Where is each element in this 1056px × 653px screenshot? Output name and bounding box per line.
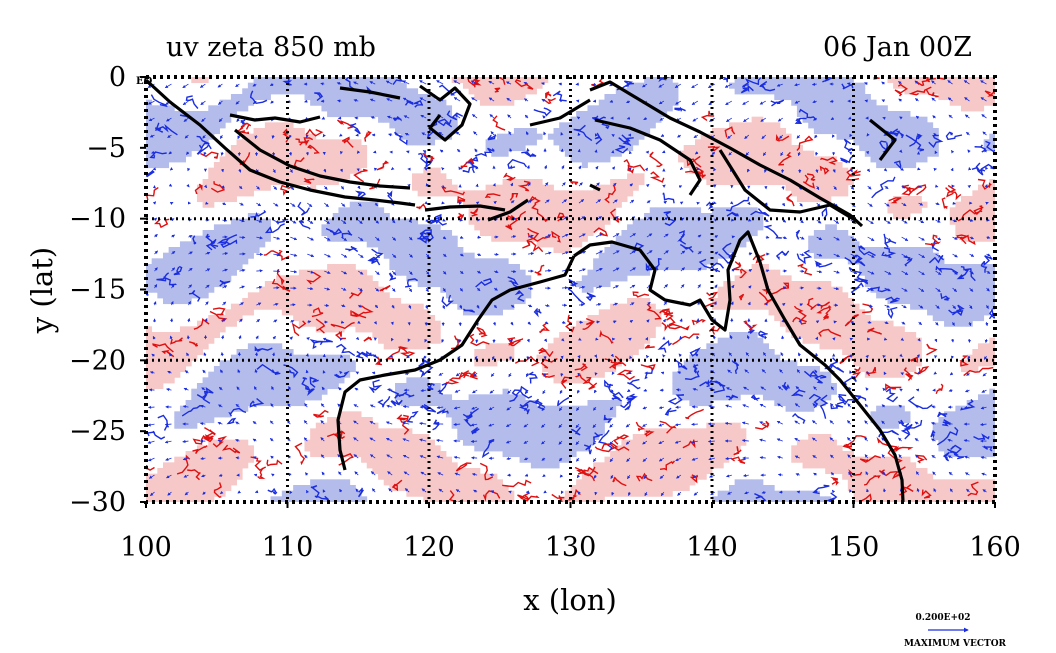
vector-key: 0.200E+02 MAXIMUM VECTOR xyxy=(904,613,1007,649)
wind-vectors xyxy=(147,80,991,497)
x-tick-label: 120 xyxy=(403,532,455,563)
coastline-java-north xyxy=(234,128,411,190)
x-tick-label: 130 xyxy=(545,532,597,563)
x-tick-label: 100 xyxy=(120,532,172,563)
chart-title-left: uv zeta 850 mb xyxy=(166,32,376,63)
coastline-borneo-south xyxy=(229,86,401,124)
y-tick-label: −30 xyxy=(69,487,126,518)
y-axis-label: y (lat) xyxy=(25,247,59,334)
vorticity-shading xyxy=(146,77,995,502)
vector-key-caption: MAXIMUM VECTOR xyxy=(904,639,1007,649)
y-tick-label: −20 xyxy=(69,345,126,376)
x-axis: 100 110 120 130 140 150 160 xyxy=(120,502,1021,563)
y-tick-label: −15 xyxy=(69,275,126,306)
y-tick-label: −25 xyxy=(69,416,126,447)
coastline-sulawesi xyxy=(419,84,472,142)
coastline-sumatra-java xyxy=(146,78,416,207)
coastline-timor xyxy=(529,98,601,192)
chart-title-right: 06 Jan 00Z xyxy=(823,32,972,63)
x-tick-label: 150 xyxy=(828,532,880,563)
y-tick-label: −5 xyxy=(86,133,126,164)
x-tick-label: 160 xyxy=(969,532,1021,563)
y-tick-label: 0 xyxy=(109,62,126,93)
graticule xyxy=(146,77,995,502)
y-tick-label: −10 xyxy=(69,204,126,235)
x-axis-label: x (lon) xyxy=(523,583,617,617)
equator-marker: EQ xyxy=(136,76,153,87)
x-tick-label: 110 xyxy=(262,532,314,563)
vector-key-value: 0.200E+02 xyxy=(915,613,970,623)
coastline-new-guinea xyxy=(589,80,897,228)
y-axis: 0 −5 −10 −15 −20 −25 −30 xyxy=(69,62,146,518)
x-tick-label: 140 xyxy=(686,532,738,563)
